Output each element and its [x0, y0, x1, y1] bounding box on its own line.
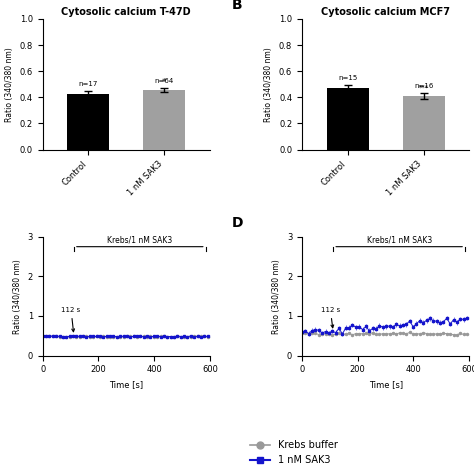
Bar	[327, 88, 368, 149]
Y-axis label: Ratio (340/380 nm): Ratio (340/380 nm)	[5, 47, 14, 122]
X-axis label: Time [s]: Time [s]	[109, 380, 143, 389]
Bar	[67, 94, 109, 149]
Legend: Krebs buffer, 1 nM SAK3: Krebs buffer, 1 nM SAK3	[246, 437, 341, 469]
Text: Krebs/1 nM SAK3: Krebs/1 nM SAK3	[107, 236, 173, 245]
Text: n=16: n=16	[414, 82, 433, 89]
Text: n=15: n=15	[338, 75, 357, 81]
Y-axis label: Ratio (340/380 nm): Ratio (340/380 nm)	[273, 259, 281, 334]
Text: D: D	[232, 216, 243, 230]
Text: *: *	[162, 78, 166, 87]
Y-axis label: Ratio (340/380 nm): Ratio (340/380 nm)	[13, 259, 22, 334]
Bar	[403, 96, 445, 149]
Text: 112 s: 112 s	[321, 307, 340, 328]
Text: B: B	[232, 0, 242, 11]
Text: ***: ***	[419, 85, 428, 91]
Title: Cytosolic calcium T-47D: Cytosolic calcium T-47D	[62, 7, 191, 17]
X-axis label: Time [s]: Time [s]	[369, 380, 403, 389]
Title: Cytosolic calcium MCF7: Cytosolic calcium MCF7	[321, 7, 450, 17]
Y-axis label: Ratio (340/380 nm): Ratio (340/380 nm)	[264, 47, 273, 122]
Text: n=64: n=64	[155, 78, 174, 83]
Text: 112 s: 112 s	[62, 307, 81, 332]
Text: n=17: n=17	[79, 81, 98, 87]
Bar	[144, 90, 185, 149]
Text: Krebs/1 nM SAK3: Krebs/1 nM SAK3	[366, 236, 432, 245]
